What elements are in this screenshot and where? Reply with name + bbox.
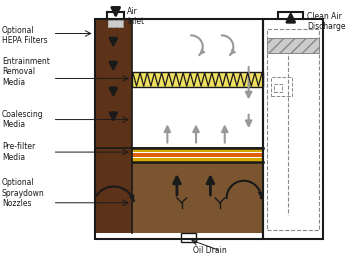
Bar bbox=[263, 19, 323, 239]
Bar bbox=[132, 158, 263, 162]
Text: Coalescing
Media: Coalescing Media bbox=[2, 110, 43, 129]
Text: Pre-filter
Media: Pre-filter Media bbox=[2, 142, 35, 162]
Bar bbox=[94, 233, 263, 239]
Bar bbox=[132, 148, 263, 152]
Bar bbox=[263, 19, 323, 239]
Text: Oil Drain: Oil Drain bbox=[193, 246, 227, 255]
Bar bbox=[267, 29, 320, 230]
Bar bbox=[108, 20, 123, 27]
Bar bbox=[132, 153, 263, 157]
Bar bbox=[107, 12, 124, 19]
Text: Optional
HEPA Filters: Optional HEPA Filters bbox=[2, 26, 48, 45]
Text: Air
Inlet: Air Inlet bbox=[127, 7, 144, 26]
Bar bbox=[132, 72, 263, 87]
Text: Entrainment
Removal
Media: Entrainment Removal Media bbox=[2, 57, 50, 87]
Bar bbox=[94, 19, 263, 239]
Bar bbox=[108, 20, 123, 27]
Bar bbox=[181, 233, 196, 242]
Bar bbox=[132, 162, 263, 233]
Text: Clean Air
Discharge: Clean Air Discharge bbox=[307, 12, 345, 31]
Bar bbox=[94, 19, 132, 239]
Bar bbox=[271, 77, 292, 96]
Bar bbox=[274, 84, 282, 92]
Bar bbox=[94, 19, 263, 239]
Bar bbox=[278, 12, 303, 19]
Text: Optional
Spraydown
Nozzles: Optional Spraydown Nozzles bbox=[2, 178, 45, 208]
Bar bbox=[267, 38, 320, 53]
